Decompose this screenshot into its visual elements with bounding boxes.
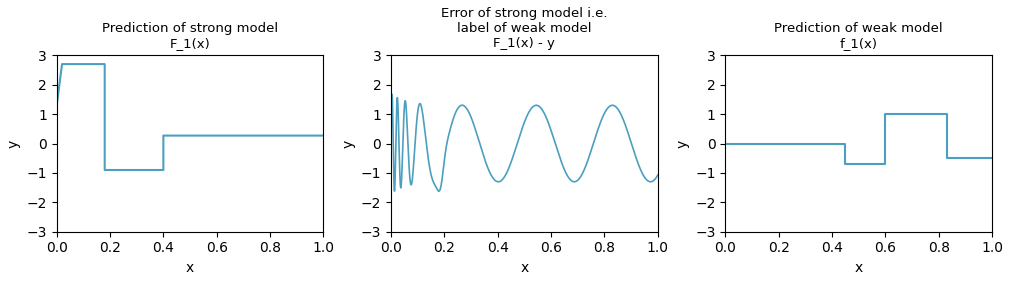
Title: Prediction of weak model
f_1(x): Prediction of weak model f_1(x) [775,22,943,50]
Y-axis label: y: y [7,139,21,148]
Y-axis label: y: y [341,139,356,148]
Title: Prediction of strong model
F_1(x): Prediction of strong model F_1(x) [102,22,278,50]
Y-axis label: y: y [676,139,690,148]
X-axis label: x: x [520,261,528,275]
Title: Error of strong model i.e.
label of weak model
F_1(x) - y: Error of strong model i.e. label of weak… [441,7,608,50]
X-axis label: x: x [854,261,863,275]
X-axis label: x: x [186,261,194,275]
